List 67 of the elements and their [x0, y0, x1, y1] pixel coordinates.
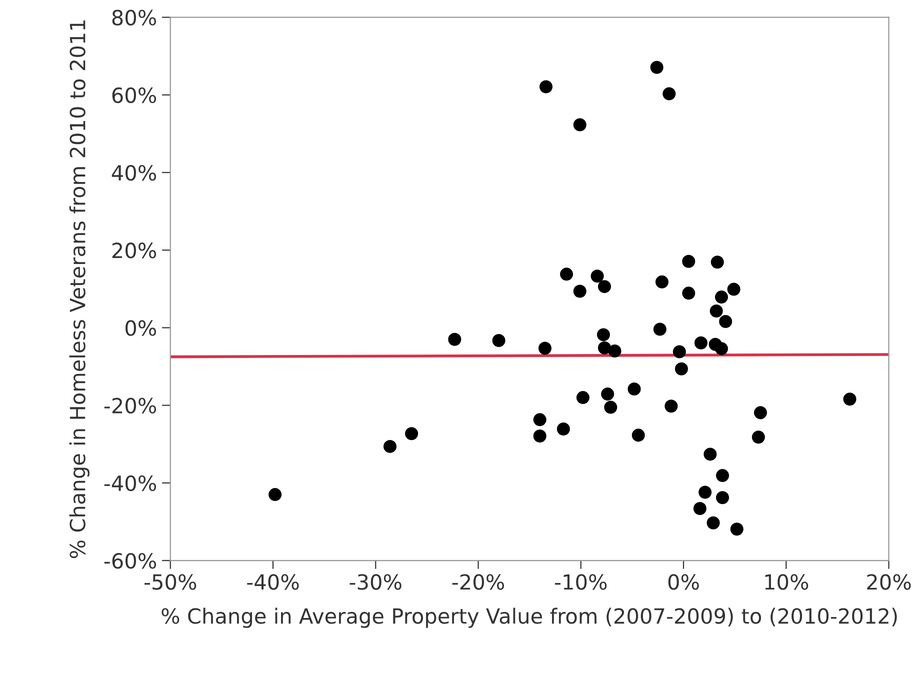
x-axis-title: % Change in Average Property Value from (2007-2009) to (2010-2012) [162, 608, 897, 628]
point [556, 422, 570, 436]
point [674, 362, 688, 376]
point [608, 344, 622, 358]
point [384, 440, 397, 453]
point [704, 448, 717, 461]
point [268, 488, 282, 502]
point [598, 341, 611, 354]
point [538, 342, 552, 355]
y-tick-label: 80% [112, 10, 156, 26]
point [754, 406, 767, 420]
point [682, 254, 696, 268]
point [664, 400, 678, 413]
point [714, 290, 728, 304]
point [752, 430, 765, 444]
point [596, 328, 610, 342]
x-tick-label: -50% [144, 574, 196, 590]
point [693, 502, 706, 516]
x-tick-label: -30% [350, 574, 402, 590]
y-tick-label: 0% [126, 320, 156, 336]
point [560, 268, 574, 281]
point [601, 388, 614, 401]
y-tick-label: 40% [112, 164, 156, 181]
point [672, 345, 686, 358]
point [719, 315, 732, 328]
x-tick-label: -10% [554, 574, 607, 590]
point [405, 427, 418, 440]
point [653, 322, 666, 336]
x-tick-label: -20% [452, 574, 504, 590]
y-tick-label: -20% [104, 398, 156, 414]
point [730, 522, 744, 536]
point [492, 334, 506, 348]
x-tick-label: 10% [765, 574, 808, 590]
point [632, 428, 645, 442]
y-tick-label: -40% [104, 475, 156, 492]
point [716, 469, 730, 482]
point [628, 382, 641, 396]
point [727, 282, 740, 296]
point [533, 429, 546, 442]
y-tick-label: -60% [104, 552, 156, 569]
point [662, 87, 676, 100]
point [539, 80, 552, 94]
point [533, 413, 546, 426]
point [576, 391, 590, 404]
x-tick-label: 20% [867, 574, 911, 590]
x-tick-label: -40% [247, 574, 299, 590]
point [573, 284, 586, 298]
y-axis-title: % Change in Homeless Veterans from 2010 to 2011 [69, 20, 90, 558]
point [710, 304, 723, 318]
point [573, 118, 586, 132]
point [706, 516, 720, 530]
point [710, 256, 724, 269]
point [598, 280, 611, 294]
point [448, 332, 462, 346]
point [714, 342, 728, 356]
point [650, 60, 664, 74]
point [655, 275, 668, 288]
point [694, 336, 708, 350]
point [604, 400, 618, 414]
point [698, 486, 712, 499]
point [682, 286, 696, 300]
point [843, 392, 856, 406]
point [716, 491, 730, 504]
y-tick-label: 60% [112, 87, 156, 104]
y-tick-label: 20% [112, 242, 156, 258]
point [590, 270, 604, 283]
x-tick-label: 0% [668, 574, 699, 590]
